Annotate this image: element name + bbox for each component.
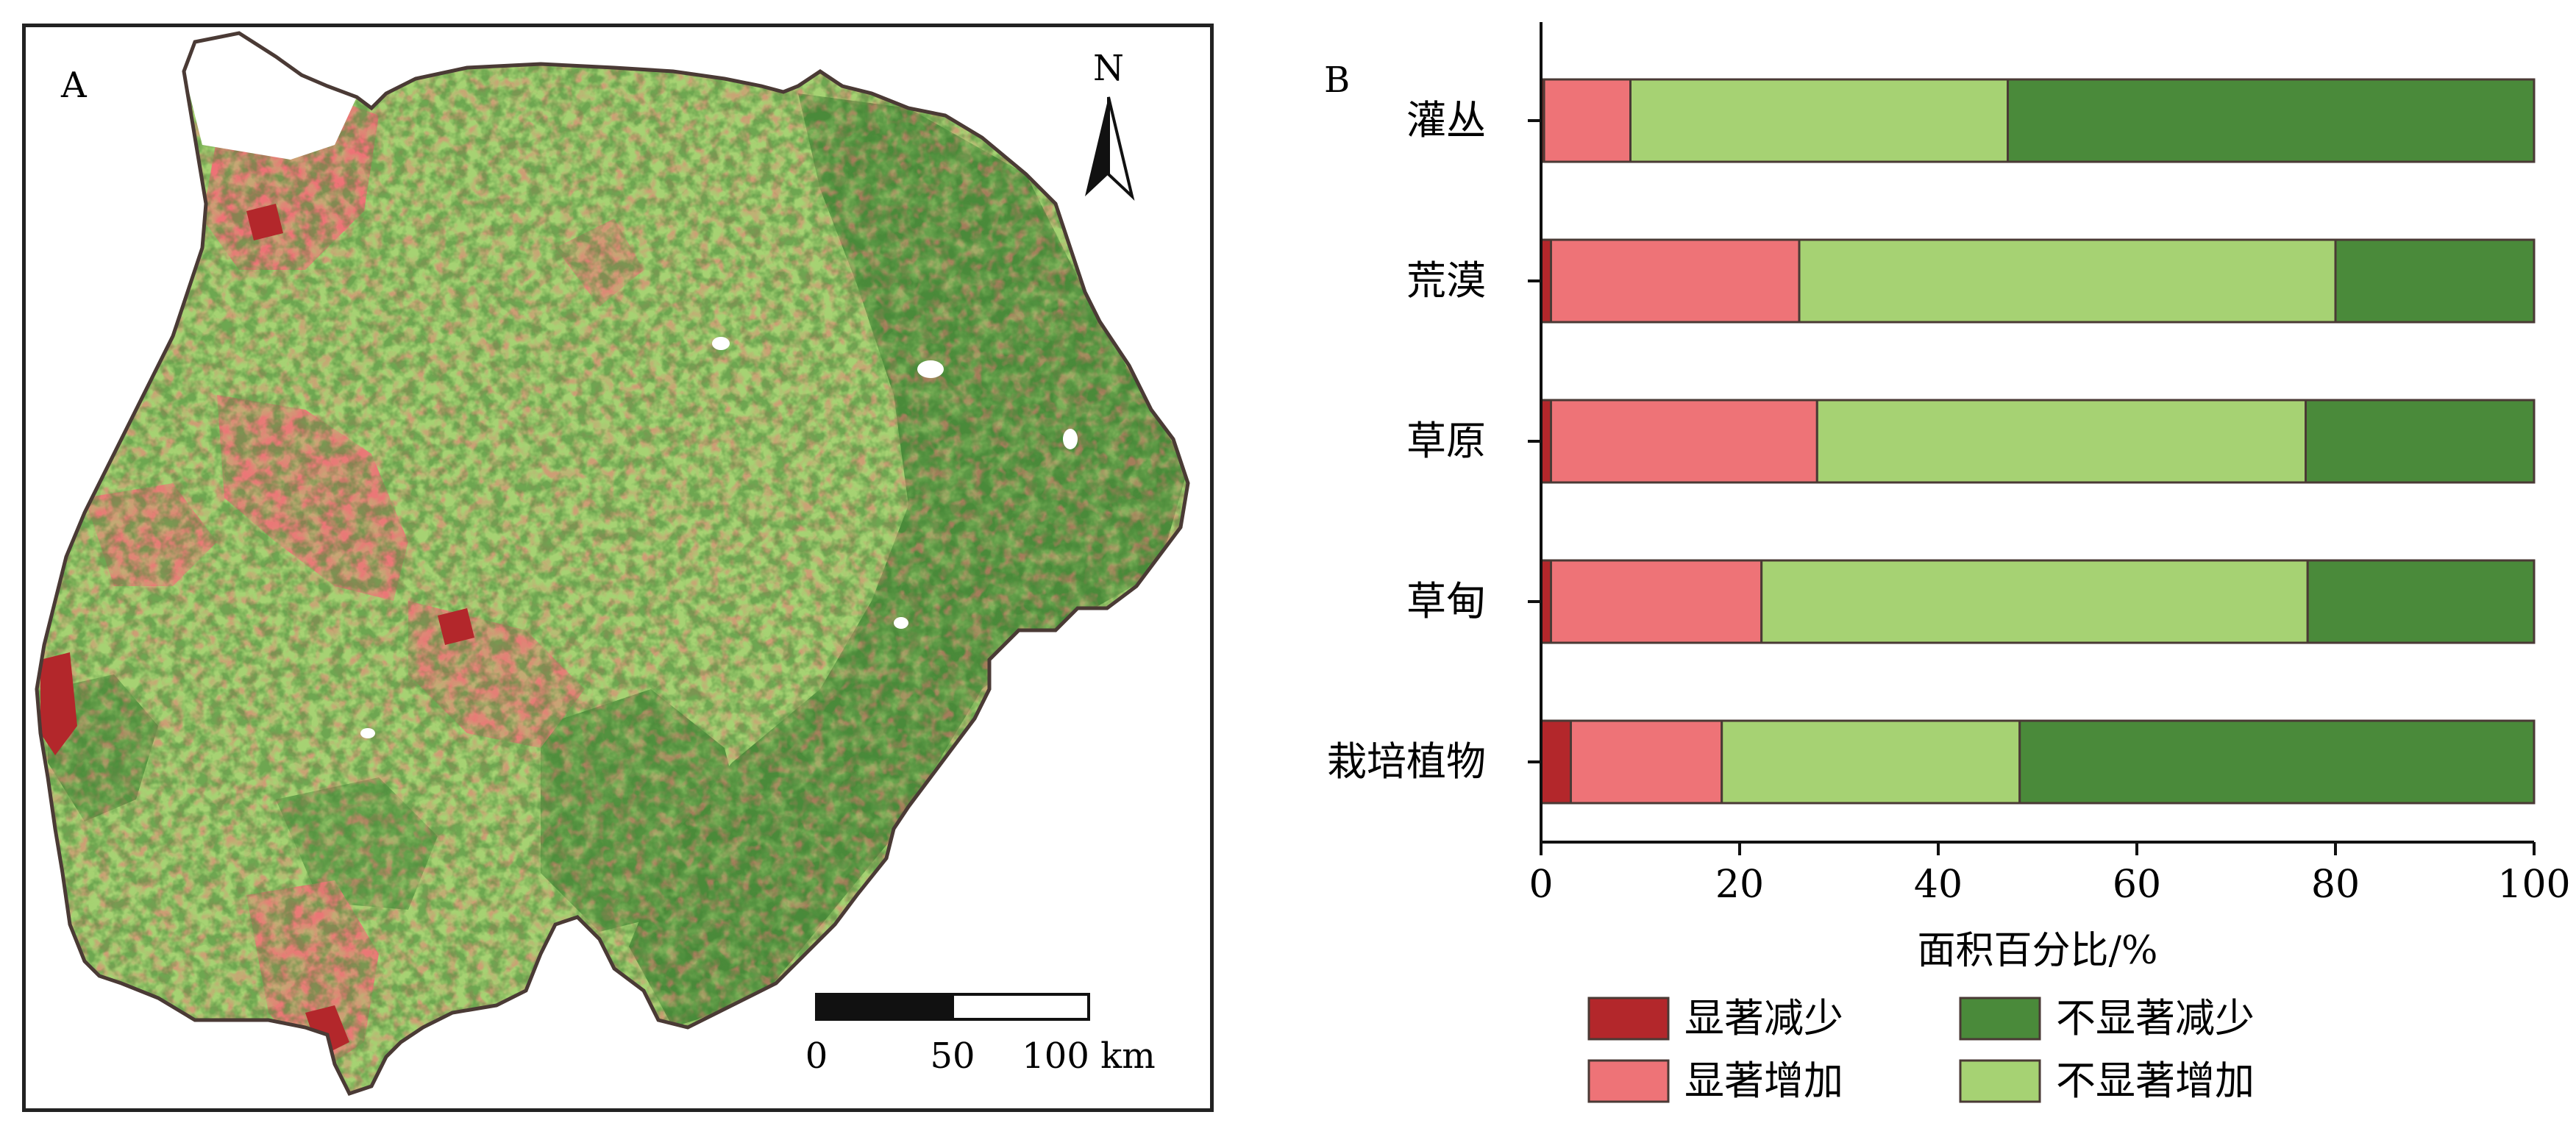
bar-segment: [2018, 719, 2536, 805]
bar-segment: [1721, 719, 2021, 805]
chart-panel: B 灌丛荒漠草原草甸栽培植物 0 20 40 60 80 100 面积百分比/% 显著减少…: [1250, 0, 2576, 1134]
legend-label: 显著减少: [1684, 995, 1843, 1041]
panel-b-label: B: [1324, 60, 1350, 101]
bar-segment: [1798, 238, 2337, 324]
north-label: N: [1093, 48, 1124, 89]
legend-swatch: [1587, 997, 1670, 1041]
bar-segment: [1550, 399, 1818, 484]
legend-label: 不显著增加: [2056, 1058, 2255, 1104]
panel-a-label: A: [60, 65, 88, 106]
scale-tick-100: 100 km: [1022, 1036, 1155, 1077]
bar-segment: [1543, 78, 1632, 163]
legend-swatch: [1959, 1059, 2041, 1103]
bar-segment: [2306, 559, 2536, 644]
x-tick-label: 40: [1914, 863, 1963, 907]
scale-tick-50: 50: [930, 1036, 975, 1077]
map-canvas: A N 0 50 100 km: [35, 31, 1190, 1097]
legend-label: 显著增加: [1684, 1058, 1843, 1104]
x-axis-title: 面积百分比/%: [1918, 929, 2158, 973]
bar-segment: [2007, 78, 2536, 163]
bar-segment: [1629, 78, 2009, 163]
bar-segment: [1540, 559, 1552, 644]
bar-segment: [2305, 399, 2536, 484]
y-tick-label: 草原: [1406, 418, 1486, 464]
bar-segment: [1760, 559, 2309, 644]
vegetation-trend-raster: [37, 33, 1188, 1094]
region-boundary: [35, 31, 1190, 1097]
x-tick-label: 0: [1529, 863, 1553, 907]
plot-area: [1540, 78, 2536, 805]
north-arrow: N: [1085, 48, 1135, 202]
bar-segment: [1550, 238, 1801, 324]
bar-segment: [1540, 719, 1572, 805]
legend-label: 不显著减少: [2056, 995, 2255, 1041]
x-tick-label: 20: [1715, 863, 1764, 907]
bar-segment: [1570, 719, 1723, 805]
bar-segment: [1540, 238, 1552, 324]
x-tick-label: 100: [2497, 863, 2570, 907]
scale-tick-0: 0: [805, 1036, 828, 1077]
y-tick-label: 栽培植物: [1327, 738, 1486, 785]
y-tick-label: 草甸: [1406, 578, 1486, 624]
y-tick-label: 荒漠: [1406, 257, 1486, 304]
bar-segment: [2334, 238, 2536, 324]
y-tick-label: 灌丛: [1406, 97, 1486, 143]
legend-swatch: [1959, 997, 2041, 1041]
bar-segment: [1550, 559, 1763, 644]
north-arrow-icon: [1085, 97, 1109, 196]
x-axis: 0 20 40 60 80 100: [1529, 22, 2571, 907]
map-panel: A N 0 50 100 km: [22, 24, 1214, 1112]
bar-segment: [1540, 399, 1552, 484]
x-tick-label: 80: [2311, 863, 2360, 907]
scale-bar: 0 50 100 km: [805, 993, 1156, 1077]
legend-swatch: [1587, 1059, 1670, 1103]
bar-segment: [1815, 399, 2307, 484]
x-tick-label: 60: [2113, 863, 2161, 907]
